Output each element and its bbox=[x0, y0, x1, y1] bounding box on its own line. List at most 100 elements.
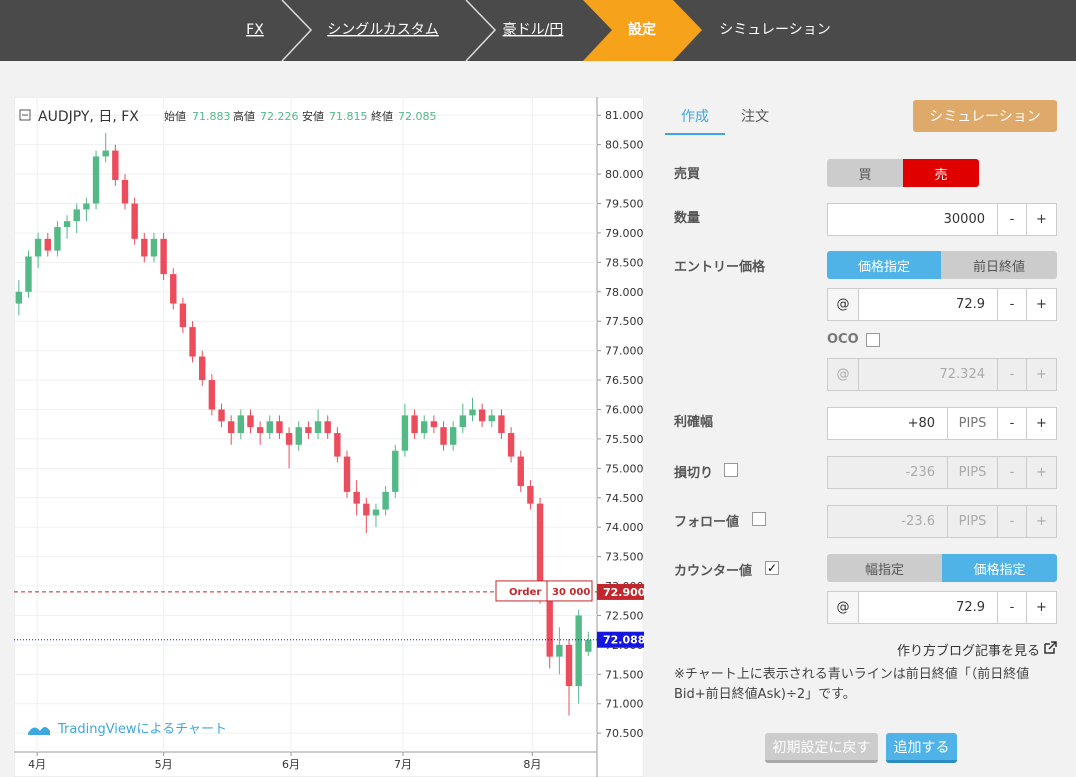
buy-toggle[interactable]: 買 bbox=[827, 159, 903, 187]
candle-body bbox=[25, 256, 32, 292]
price-input[interactable]: 72.9 bbox=[858, 591, 998, 624]
tab-underline bbox=[665, 133, 725, 135]
candle-body bbox=[160, 238, 167, 275]
tp-input[interactable]: +80 bbox=[827, 407, 948, 440]
x-tick-label: 5月 bbox=[155, 758, 173, 771]
chevron bbox=[281, 0, 313, 61]
candle-body bbox=[141, 238, 148, 257]
x-tick-label: 8月 bbox=[523, 758, 541, 771]
candle-body bbox=[208, 380, 216, 410]
label: カウンター値 bbox=[674, 564, 753, 579]
candle-body bbox=[276, 421, 283, 434]
chart-bg bbox=[14, 97, 644, 777]
external-icon bbox=[1044, 641, 1057, 654]
y-tick-label: 71.500 bbox=[605, 668, 644, 681]
plus-button[interactable]: + bbox=[1026, 288, 1057, 321]
minus-button[interactable]: - bbox=[997, 203, 1027, 236]
simulate-button[interactable]: シミュレーション bbox=[913, 100, 1057, 132]
chart: 70.50071.00071.50072.00072.50073.00073.5… bbox=[14, 97, 644, 777]
candle-body bbox=[527, 485, 534, 504]
y-tick-label: 74.500 bbox=[605, 492, 644, 505]
candle-body bbox=[459, 415, 467, 428]
blog-link[interactable]: 作り方ブログ記事を見る bbox=[896, 644, 1040, 659]
oco-checkbox[interactable] bbox=[866, 333, 880, 347]
candle-body bbox=[498, 415, 505, 434]
candle-body bbox=[285, 433, 293, 445]
candle-body bbox=[73, 209, 80, 222]
at-prefix: @ bbox=[827, 591, 859, 624]
candle-body bbox=[517, 456, 524, 486]
qty-input[interactable]: 30000 bbox=[827, 203, 998, 236]
candle-body bbox=[15, 291, 23, 304]
candle-body bbox=[343, 456, 351, 492]
credit[interactable]: TradingViewによるチャート bbox=[57, 722, 227, 737]
add-button[interactable]: 追加する bbox=[886, 733, 957, 763]
nav-item[interactable]: シングルカスタム bbox=[327, 22, 439, 38]
label: 売買 bbox=[674, 167, 701, 182]
order-box bbox=[495, 580, 593, 602]
price-input[interactable]: 72.9 bbox=[858, 288, 998, 321]
reset-button: 初期設定に戻す bbox=[765, 733, 878, 763]
candle-body bbox=[372, 509, 380, 516]
candle-body bbox=[131, 203, 138, 239]
mode-toggle[interactable]: 価格指定 bbox=[942, 554, 1057, 582]
candle-body bbox=[353, 491, 360, 504]
y-tick-label: 80.000 bbox=[605, 168, 644, 181]
price-tag-label: 72.088 bbox=[603, 634, 644, 647]
ohlc-value: 72.226 bbox=[260, 110, 299, 123]
candle-body bbox=[334, 433, 341, 457]
nav-item[interactable]: FX bbox=[246, 22, 264, 38]
candle-body bbox=[469, 409, 476, 416]
candle-body bbox=[382, 491, 389, 510]
x-tick-label: 7月 bbox=[394, 758, 412, 771]
y-tick-label: 78.500 bbox=[605, 256, 644, 269]
sl-checkbox[interactable] bbox=[724, 463, 738, 477]
nav-active bbox=[583, 0, 702, 61]
follow-checkbox[interactable] bbox=[752, 512, 766, 526]
candle-body bbox=[546, 597, 553, 657]
price-tag bbox=[597, 583, 644, 600]
candle-body bbox=[63, 221, 71, 228]
mode-toggle[interactable]: 幅指定 bbox=[827, 554, 942, 582]
minus-button[interactable]: - bbox=[997, 407, 1027, 440]
ohlc-label: 高値 bbox=[233, 109, 255, 123]
candle-body bbox=[150, 238, 158, 257]
candle-body bbox=[411, 415, 418, 434]
ohlc-label: 安値 bbox=[302, 109, 324, 123]
counter-checkbox[interactable]: ✓ bbox=[765, 561, 779, 575]
candle-body bbox=[536, 503, 544, 598]
minus-button[interactable]: - bbox=[997, 288, 1027, 321]
nav-item[interactable]: 豪ドル/円 bbox=[503, 22, 564, 38]
plus-button[interactable]: + bbox=[1026, 407, 1057, 440]
plus-button: + bbox=[1026, 456, 1057, 489]
candle-body bbox=[179, 303, 187, 328]
sell-toggle[interactable]: 売 bbox=[903, 159, 979, 187]
tab[interactable]: 作成 bbox=[681, 109, 709, 125]
candle-body bbox=[295, 427, 302, 445]
plus-button: + bbox=[1026, 358, 1057, 391]
minus-button[interactable]: - bbox=[997, 591, 1027, 624]
candle-body bbox=[556, 644, 563, 657]
candle-body bbox=[440, 427, 447, 445]
candle-body bbox=[44, 238, 51, 251]
y-tick-label: 76.500 bbox=[605, 374, 644, 387]
mode-toggle[interactable]: 前日終値 bbox=[941, 251, 1057, 279]
unit: PIPS bbox=[947, 456, 998, 489]
candle-body bbox=[401, 415, 409, 451]
plus-button[interactable]: + bbox=[1026, 591, 1057, 624]
tab[interactable]: 注文 bbox=[741, 109, 769, 125]
y-tick-label: 76.000 bbox=[605, 403, 644, 416]
sl-input: -236 bbox=[827, 456, 948, 489]
candle-body bbox=[121, 179, 129, 204]
y-tick-label: 78.000 bbox=[605, 286, 644, 299]
unit: PIPS bbox=[947, 505, 998, 538]
mode-toggle[interactable]: 価格指定 bbox=[827, 251, 941, 279]
y-tick-label: 73.500 bbox=[605, 551, 644, 564]
candle-body bbox=[324, 421, 331, 434]
plus-button[interactable]: + bbox=[1026, 203, 1057, 236]
unit: PIPS bbox=[947, 407, 998, 440]
candle-body bbox=[314, 421, 322, 434]
candle-body bbox=[430, 421, 438, 428]
y-tick-label: 79.000 bbox=[605, 227, 644, 240]
candle-body bbox=[247, 415, 254, 428]
